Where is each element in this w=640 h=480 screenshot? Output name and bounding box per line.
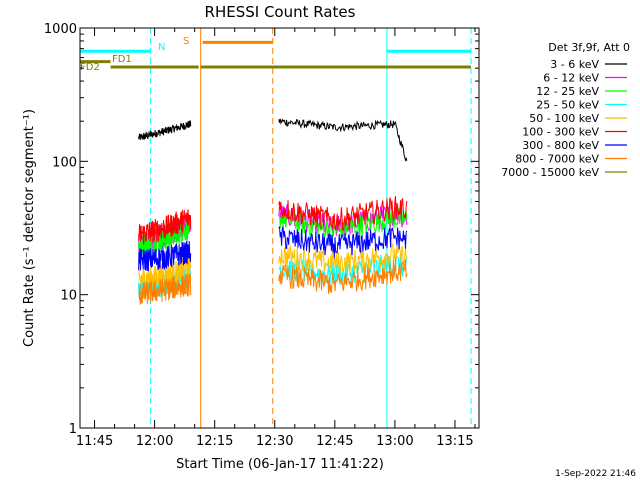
- annotation-label-n: N: [158, 42, 165, 53]
- y-tick-label-1: 10: [60, 289, 77, 304]
- x-tick-label-0: 11:45: [76, 434, 113, 449]
- series-line-6-seg-1: [278, 226, 408, 259]
- y-tick-label-0: 1: [69, 422, 77, 437]
- series-line-6-seg-0: [138, 240, 192, 272]
- series-line-2-seg-0: [138, 215, 192, 255]
- y-tick-label-2: 100: [52, 155, 77, 170]
- x-tick-label-6: 13:15: [436, 434, 473, 449]
- x-tick-label-2: 12:15: [196, 434, 233, 449]
- legend-label-7: 800 - 7000 keV: [515, 153, 599, 166]
- legend-label-2: 12 - 25 keV: [536, 85, 599, 98]
- annotation-label-fd1: FD1: [112, 54, 132, 65]
- series-line-4-seg-1: [278, 243, 408, 275]
- legend-label-0: 3 - 6 keV: [550, 58, 599, 71]
- plot-frame: [79, 27, 480, 429]
- x-tick-label-3: 12:30: [256, 434, 293, 449]
- series-line-0-seg-0: [138, 120, 192, 141]
- series-line-5-seg-1: [278, 195, 408, 232]
- series-line-0-seg-1: [278, 118, 408, 162]
- x-axis-label: Start Time (06-Jan-17 11:41:22): [176, 457, 384, 472]
- y-tick-label-3: 1000: [44, 22, 77, 37]
- x-tick-label-4: 12:45: [316, 434, 353, 449]
- legend-label-8: 7000 - 15000 keV: [501, 166, 599, 179]
- y-axis-label: Count Rate (s⁻¹ detector segment⁻¹): [22, 109, 37, 347]
- legend-label-1: 6 - 12 keV: [543, 72, 599, 85]
- series-line-7-seg-1: [278, 259, 408, 295]
- legend-title: Det 3f,9f, Att 0: [548, 41, 630, 54]
- annotation-label-s: S: [183, 36, 189, 47]
- x-tick-label-5: 13:00: [376, 434, 413, 449]
- legend-label-5: 100 - 300 keV: [522, 126, 599, 139]
- legend-label-4: 50 - 100 keV: [529, 112, 599, 125]
- legend-label-6: 300 - 800 keV: [522, 139, 599, 152]
- annotation-label-fd2: FD2: [80, 62, 100, 73]
- footer-date: 1-Sep-2022 21:46: [555, 469, 636, 479]
- chart-title: RHESSI Count Rates: [205, 3, 356, 21]
- legend-label-3: 25 - 50 keV: [536, 99, 599, 112]
- series-line-7-seg-0: [138, 273, 192, 305]
- series-line-5-seg-0: [138, 209, 192, 245]
- x-tick-label-1: 12:00: [136, 434, 173, 449]
